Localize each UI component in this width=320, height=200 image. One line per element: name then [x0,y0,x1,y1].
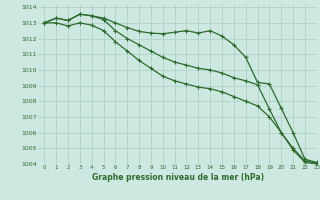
X-axis label: Graphe pression niveau de la mer (hPa): Graphe pression niveau de la mer (hPa) [92,173,264,182]
